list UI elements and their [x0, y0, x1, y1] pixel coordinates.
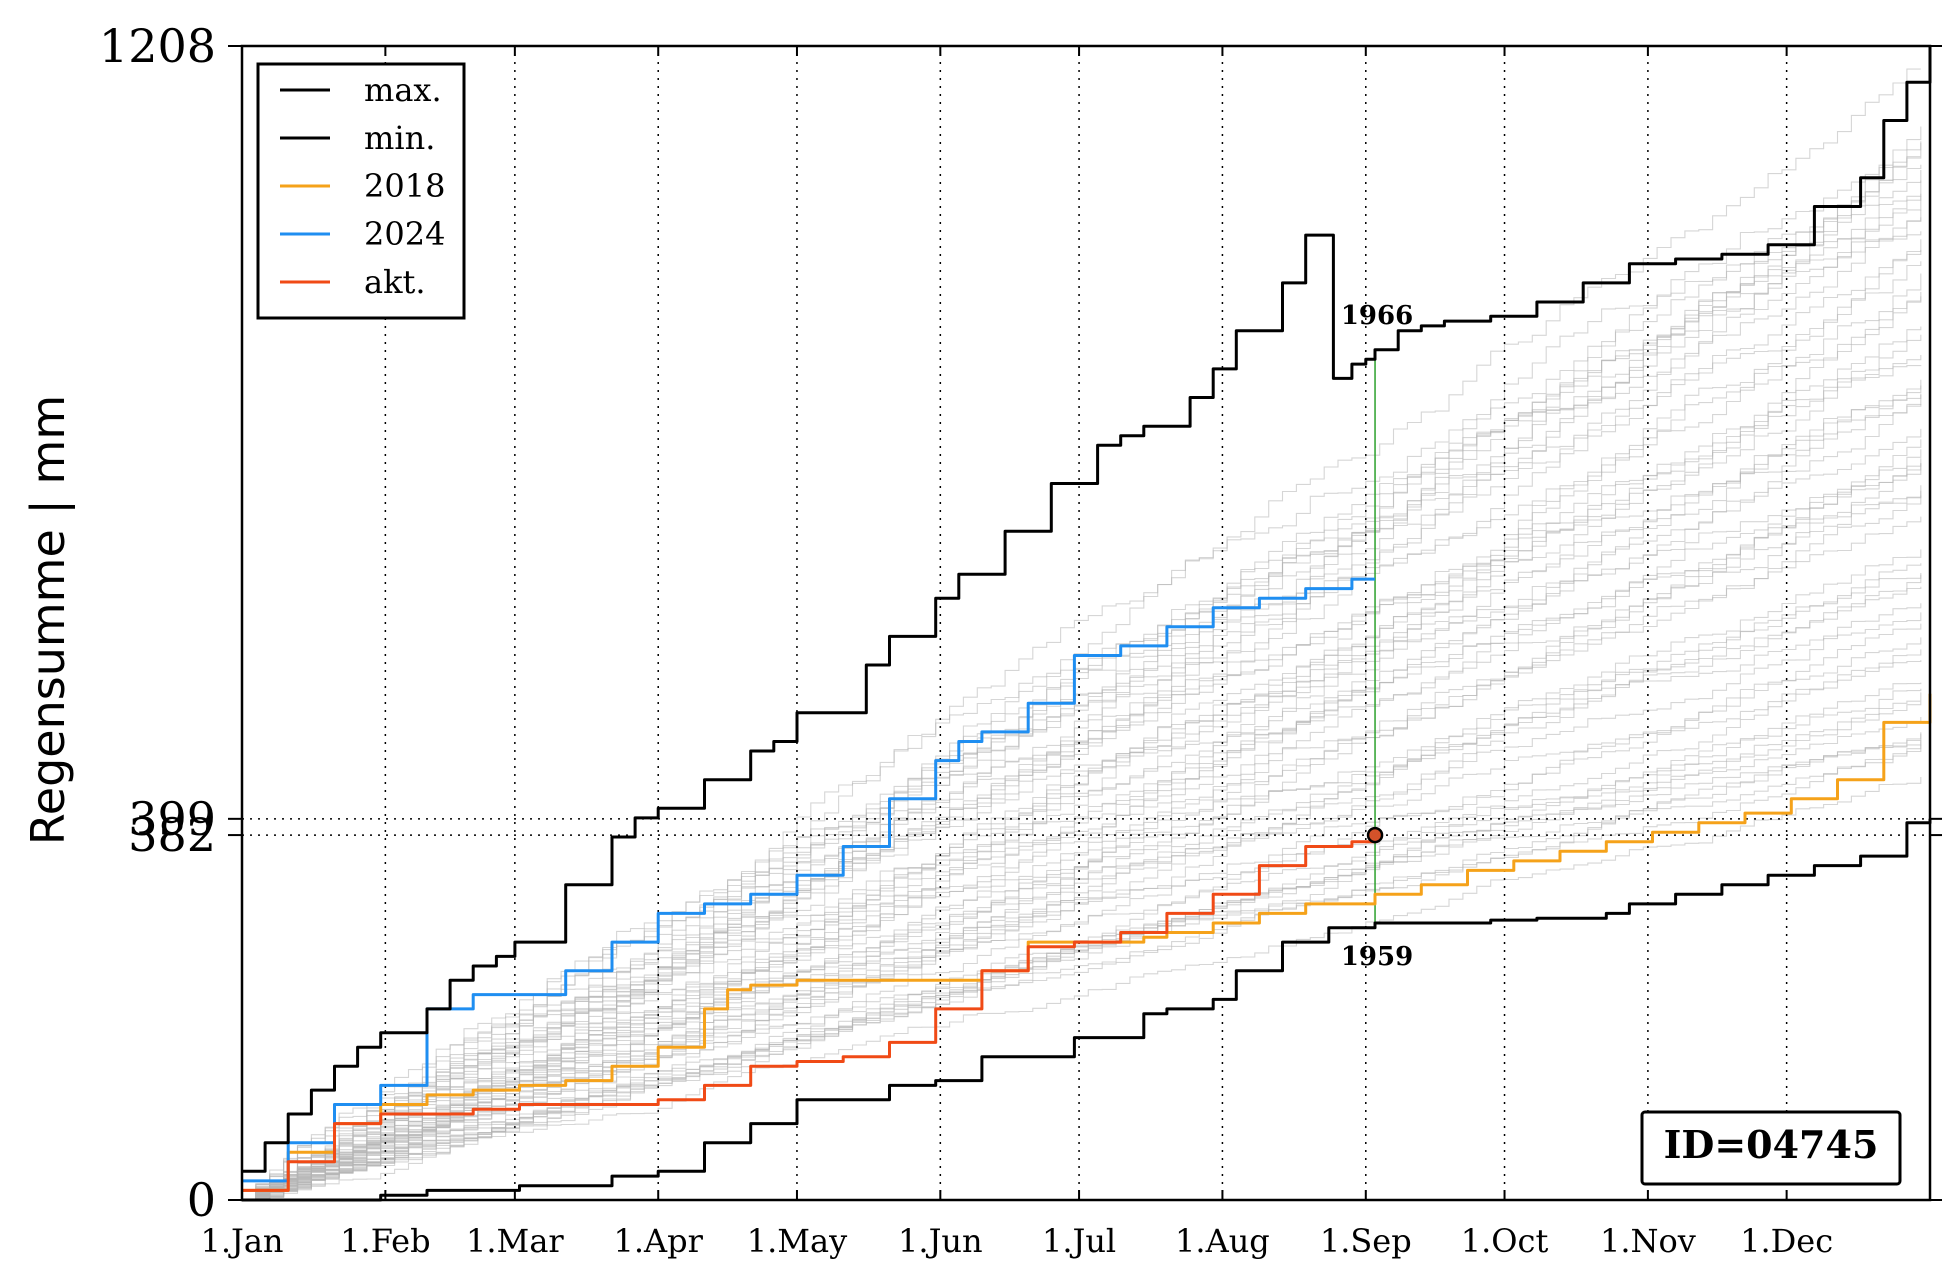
x-tick-label: 1.Oct	[1461, 1222, 1549, 1260]
history-line	[242, 688, 1922, 1201]
max-year-label: 1966	[1341, 301, 1413, 331]
legend-label: 2024	[364, 215, 445, 253]
axes: 1.Jan 1.Feb 1.Mar 1.Apr 1.May 1.Jun 1.Jul 1.Aug…	[99, 19, 1942, 1260]
min-year-label: 1959	[1341, 942, 1413, 972]
history-line	[242, 495, 1922, 1201]
current-value-marker	[1366, 826, 1384, 844]
history-line	[242, 170, 1922, 1201]
y-axis-label: Regensumme | mm	[21, 395, 76, 845]
x-tick-label: 1.Jan	[200, 1222, 283, 1260]
series-line-2018	[242, 693, 1932, 1192]
history-line	[242, 231, 1922, 1201]
history-line	[242, 326, 1922, 1201]
legend-label: max.	[364, 71, 442, 109]
y-tick-label: 0	[187, 1173, 216, 1227]
plot-frame	[240, 44, 1932, 1202]
series-line-2024	[242, 577, 1375, 1183]
id-box: ID=04745	[1640, 1110, 1902, 1186]
grid-lines	[384, 46, 1788, 1200]
history-line	[242, 637, 1922, 1201]
history-line	[242, 355, 1922, 1201]
y-tick-label: 399	[128, 792, 216, 846]
x-tick-label: 1.Feb	[340, 1222, 430, 1260]
history-line	[242, 385, 1922, 1201]
history-line	[242, 563, 1922, 1201]
history-line	[242, 249, 1922, 1201]
historical-years-lines	[242, 68, 1922, 1201]
history-line	[242, 777, 1922, 1201]
history-line	[242, 141, 1922, 1201]
reference-lines	[242, 349, 1930, 923]
y-tick-label: 1208	[99, 19, 216, 73]
history-line	[242, 273, 1922, 1201]
x-tick-label: 1.Apr	[614, 1222, 704, 1260]
history-line	[242, 291, 1922, 1201]
history-line	[242, 126, 1922, 1201]
series-lines	[242, 46, 1932, 1202]
legend-label: akt.	[364, 263, 426, 301]
legend-label: min.	[364, 119, 435, 157]
history-line	[242, 209, 1922, 1201]
history-line	[242, 603, 1922, 1201]
legend-label: 2018	[364, 167, 445, 205]
x-tick-label: 1.Jul	[1042, 1222, 1116, 1260]
x-tick-label: 1.Nov	[1600, 1222, 1696, 1260]
history-line	[242, 180, 1922, 1201]
history-line	[242, 732, 1922, 1201]
legend-frame	[256, 62, 466, 320]
history-line	[242, 740, 1922, 1201]
series-line-max	[242, 46, 1932, 1173]
history-line	[242, 365, 1922, 1201]
history-line	[242, 516, 1922, 1201]
x-tick-label: 1.Dec	[1740, 1222, 1833, 1260]
history-line	[242, 439, 1922, 1201]
history-line	[242, 68, 1921, 1201]
x-tick-label: 1.Aug	[1175, 1222, 1270, 1260]
history-line	[242, 142, 1922, 1201]
legend: max. min. 2018 2024 akt.	[256, 62, 466, 320]
x-tick-label: 1.Jun	[898, 1222, 983, 1260]
id-label: ID=04745	[1664, 1122, 1879, 1167]
y-tick-label: 382	[128, 808, 216, 862]
x-tick-label: 1.Mar	[466, 1222, 564, 1260]
series-line-min	[242, 818, 1932, 1202]
x-tick-label: 1.May	[747, 1222, 847, 1260]
annotations: 1966 1959	[1341, 301, 1413, 972]
history-line	[242, 157, 1922, 1201]
history-line	[242, 394, 1922, 1201]
history-line	[242, 692, 1922, 1201]
history-line	[242, 296, 1922, 1201]
series-line-akt	[242, 835, 1377, 1192]
history-line	[242, 549, 1922, 1201]
history-line	[242, 164, 1922, 1201]
history-line	[242, 485, 1922, 1201]
x-tick-label: 1.Sep	[1320, 1222, 1412, 1260]
history-line	[242, 701, 1922, 1201]
